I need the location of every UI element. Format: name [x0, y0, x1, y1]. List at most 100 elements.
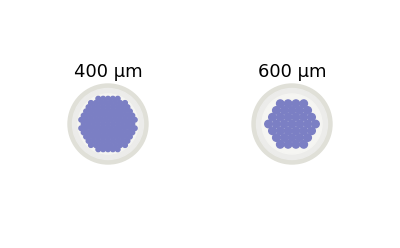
Circle shape	[292, 100, 300, 107]
Circle shape	[89, 134, 93, 139]
Circle shape	[98, 126, 103, 130]
Circle shape	[101, 113, 106, 118]
Circle shape	[78, 94, 138, 154]
Circle shape	[118, 118, 122, 122]
Circle shape	[79, 126, 84, 130]
Circle shape	[89, 143, 93, 147]
Circle shape	[130, 130, 135, 135]
Circle shape	[280, 120, 288, 128]
Circle shape	[292, 141, 300, 148]
Circle shape	[304, 134, 311, 141]
Circle shape	[130, 113, 135, 118]
Circle shape	[108, 143, 113, 147]
Circle shape	[284, 114, 292, 121]
Circle shape	[89, 118, 93, 122]
Circle shape	[72, 89, 144, 159]
Circle shape	[125, 130, 130, 135]
Circle shape	[94, 109, 98, 114]
Circle shape	[113, 143, 118, 147]
Circle shape	[276, 114, 284, 121]
Circle shape	[84, 109, 88, 114]
Circle shape	[118, 101, 122, 105]
Circle shape	[128, 109, 132, 114]
Circle shape	[103, 126, 108, 130]
Circle shape	[84, 126, 88, 130]
Circle shape	[108, 134, 113, 139]
Circle shape	[106, 130, 110, 135]
Circle shape	[288, 107, 296, 114]
Circle shape	[108, 109, 113, 114]
Circle shape	[79, 118, 84, 122]
Circle shape	[308, 127, 315, 134]
Circle shape	[68, 84, 148, 164]
Circle shape	[120, 130, 125, 135]
Circle shape	[118, 143, 122, 147]
Circle shape	[123, 134, 127, 139]
Circle shape	[118, 109, 122, 114]
Circle shape	[312, 120, 319, 128]
Circle shape	[132, 118, 137, 122]
Circle shape	[269, 114, 276, 121]
Circle shape	[96, 113, 100, 118]
Circle shape	[116, 130, 120, 135]
Circle shape	[276, 100, 284, 107]
Circle shape	[96, 105, 100, 109]
Circle shape	[304, 120, 311, 128]
Circle shape	[98, 143, 103, 147]
Circle shape	[120, 105, 125, 109]
Circle shape	[118, 126, 122, 130]
Circle shape	[81, 122, 86, 126]
Circle shape	[276, 141, 284, 148]
Circle shape	[269, 127, 276, 134]
Circle shape	[86, 113, 91, 118]
Circle shape	[284, 127, 292, 134]
Circle shape	[116, 139, 120, 143]
Circle shape	[118, 134, 122, 139]
Circle shape	[86, 105, 91, 109]
Circle shape	[120, 139, 125, 143]
Circle shape	[120, 122, 125, 126]
Circle shape	[125, 139, 130, 143]
Circle shape	[308, 114, 315, 121]
Circle shape	[110, 113, 115, 118]
Circle shape	[110, 130, 115, 135]
Circle shape	[128, 134, 132, 139]
Circle shape	[98, 101, 103, 105]
Circle shape	[81, 113, 86, 118]
Circle shape	[120, 113, 125, 118]
Circle shape	[94, 101, 98, 105]
Circle shape	[91, 105, 96, 109]
Circle shape	[96, 147, 100, 152]
Circle shape	[262, 94, 322, 154]
Circle shape	[84, 134, 88, 139]
Circle shape	[113, 126, 118, 130]
Circle shape	[110, 96, 115, 101]
Circle shape	[98, 118, 103, 122]
Circle shape	[106, 139, 110, 143]
Circle shape	[288, 120, 296, 128]
Circle shape	[116, 105, 120, 109]
Circle shape	[103, 134, 108, 139]
Circle shape	[123, 109, 127, 114]
Circle shape	[103, 101, 108, 105]
Circle shape	[280, 134, 288, 141]
Circle shape	[284, 141, 292, 148]
Circle shape	[86, 130, 91, 135]
Circle shape	[98, 109, 103, 114]
Circle shape	[106, 105, 110, 109]
Circle shape	[108, 118, 113, 122]
Circle shape	[256, 89, 328, 159]
Circle shape	[94, 143, 98, 147]
Circle shape	[252, 84, 332, 164]
Circle shape	[89, 109, 93, 114]
Circle shape	[91, 130, 96, 135]
Circle shape	[81, 130, 86, 135]
Circle shape	[273, 107, 280, 114]
Circle shape	[110, 105, 115, 109]
Circle shape	[106, 113, 110, 118]
Circle shape	[280, 107, 288, 114]
Circle shape	[113, 118, 118, 122]
Circle shape	[89, 126, 93, 130]
Circle shape	[103, 143, 108, 147]
Circle shape	[98, 134, 103, 139]
